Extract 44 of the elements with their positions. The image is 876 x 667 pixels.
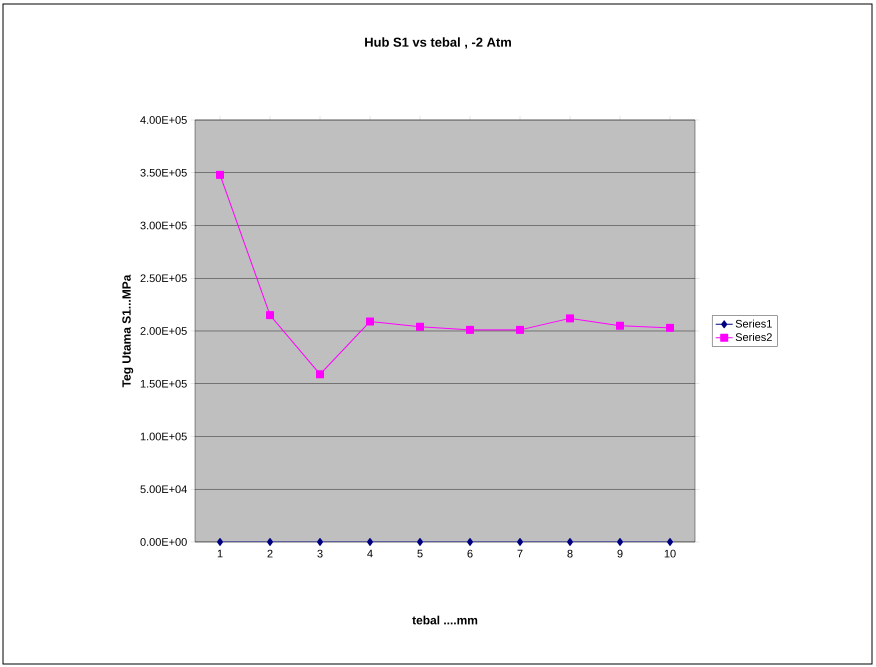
point (516, 538, 524, 546)
chart-title: Hub S1 vs tebal , -2 Atm (365, 37, 511, 49)
y-tick-label: 3.50E+05 (140, 168, 187, 177)
y-axis-title: Teg Utama S1...MPa (122, 274, 134, 388)
x-tick-label: 1 (218, 550, 223, 558)
point (366, 317, 374, 326)
x-tick-label: 2 (268, 550, 273, 558)
point (266, 538, 274, 546)
x-tick-label: 8 (567, 550, 573, 558)
y-tick-label: 3.00E+05 (140, 222, 187, 230)
y-tick-label: 0.00E+00 (140, 538, 187, 546)
x-tick-label: 3 (317, 550, 323, 558)
point (416, 538, 424, 546)
x-tick-label: 10 (664, 550, 676, 558)
y-tick-label: 4.00E+05 (140, 116, 187, 124)
x-tick-label: 4 (367, 550, 373, 558)
x-axis-title: tebal ....mm (412, 616, 478, 624)
x-tick-label: 5 (417, 550, 423, 558)
point (566, 314, 574, 322)
point (616, 322, 624, 330)
point (366, 538, 374, 546)
point (216, 170, 224, 179)
point (266, 311, 274, 320)
point (216, 538, 224, 546)
point (666, 538, 674, 546)
point (666, 324, 674, 332)
y-tick-label: 1.00E+05 (140, 432, 187, 440)
point (566, 538, 574, 546)
point (316, 538, 324, 546)
legend-label: Series1 (736, 320, 772, 328)
y-tick-label: 5.00E+04 (140, 485, 187, 494)
point (416, 322, 424, 331)
point (466, 538, 474, 546)
x-tick-label: 6 (468, 550, 473, 558)
point (616, 538, 624, 546)
point (316, 370, 324, 378)
legend-label: Series2 (736, 332, 772, 342)
point (516, 326, 524, 334)
y-tick-label: 2.00E+05 (140, 327, 187, 335)
y-tick-label: 1.50E+05 (140, 380, 187, 388)
x-tick-label: 7 (518, 550, 523, 558)
point (466, 326, 474, 334)
x-tick-label: 9 (617, 550, 623, 558)
y-tick-label: 2.50E+05 (140, 274, 187, 282)
